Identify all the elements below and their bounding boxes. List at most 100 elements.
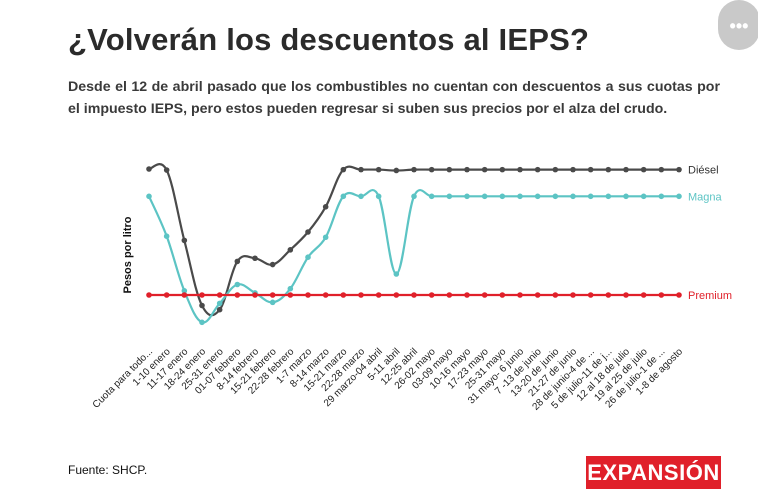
data-point-premium[interactable]	[287, 292, 294, 298]
data-point-premium[interactable]	[605, 292, 612, 298]
data-point-magna[interactable]	[676, 193, 682, 200]
data-point-diesel[interactable]	[658, 166, 665, 173]
data-point-magna[interactable]	[640, 193, 647, 200]
data-point-diesel[interactable]	[534, 166, 541, 173]
data-point-magna[interactable]	[269, 299, 276, 306]
data-point-magna[interactable]	[552, 193, 559, 200]
data-point-diesel[interactable]	[393, 167, 400, 174]
data-point-diesel[interactable]	[252, 255, 258, 262]
data-point-diesel[interactable]	[464, 166, 470, 173]
data-point-diesel[interactable]	[411, 166, 417, 173]
data-point-magna[interactable]	[287, 285, 294, 292]
data-point-magna[interactable]	[393, 271, 400, 277]
data-point-premium[interactable]	[269, 292, 276, 298]
data-point-diesel[interactable]	[305, 229, 311, 235]
data-point-magna[interactable]	[375, 193, 382, 200]
data-point-premium[interactable]	[234, 292, 241, 298]
data-point-diesel[interactable]	[446, 166, 453, 173]
data-point-diesel[interactable]	[428, 166, 435, 173]
data-point-premium[interactable]	[481, 292, 488, 298]
data-point-premium[interactable]	[375, 292, 382, 298]
y-axis-label: Pesos por litro	[122, 216, 134, 293]
data-point-diesel[interactable]	[216, 306, 223, 313]
data-point-magna[interactable]	[534, 193, 541, 200]
data-point-magna[interactable]	[181, 288, 188, 294]
series-label-magna: Magna	[688, 191, 723, 203]
data-point-premium[interactable]	[322, 292, 329, 298]
data-point-diesel[interactable]	[481, 166, 488, 173]
data-point-premium[interactable]	[393, 292, 400, 298]
data-point-magna[interactable]	[234, 281, 241, 288]
data-point-premium[interactable]	[587, 292, 594, 298]
data-point-premium[interactable]	[428, 292, 435, 298]
data-point-diesel[interactable]	[269, 261, 276, 268]
data-point-diesel[interactable]	[640, 166, 647, 173]
data-point-premium[interactable]	[517, 292, 523, 298]
data-point-magna[interactable]	[305, 254, 311, 260]
data-point-premium[interactable]	[640, 292, 647, 298]
data-point-premium[interactable]	[499, 292, 506, 298]
data-point-premium[interactable]	[570, 292, 576, 298]
data-point-magna[interactable]	[587, 193, 594, 200]
data-point-diesel[interactable]	[605, 166, 612, 173]
series-label-premium: Premium	[688, 290, 732, 302]
data-point-diesel[interactable]	[499, 166, 506, 173]
source-note: Fuente: SHCP.	[68, 463, 148, 477]
data-point-premium[interactable]	[216, 292, 223, 298]
data-point-magna[interactable]	[199, 319, 205, 326]
data-point-diesel[interactable]	[340, 166, 347, 173]
data-point-premium[interactable]	[676, 292, 682, 298]
data-point-diesel[interactable]	[358, 166, 364, 173]
data-point-diesel[interactable]	[146, 166, 152, 172]
data-point-magna[interactable]	[481, 193, 488, 200]
data-point-magna[interactable]	[411, 193, 417, 200]
data-point-premium[interactable]	[146, 292, 152, 298]
data-point-magna[interactable]	[358, 193, 364, 200]
data-point-premium[interactable]	[658, 292, 665, 298]
data-point-premium[interactable]	[340, 292, 347, 298]
data-point-diesel[interactable]	[517, 166, 523, 173]
data-point-premium[interactable]	[446, 292, 453, 298]
page-subtitle: Desde el 12 de abril pasado que los comb…	[68, 79, 720, 117]
data-point-magna[interactable]	[570, 193, 576, 200]
data-point-premium[interactable]	[163, 292, 170, 298]
data-point-magna[interactable]	[216, 300, 223, 307]
data-point-diesel[interactable]	[199, 302, 205, 309]
data-point-premium[interactable]	[199, 292, 205, 298]
data-point-diesel[interactable]	[322, 204, 329, 210]
data-point-premium[interactable]	[411, 292, 417, 298]
data-point-magna[interactable]	[517, 193, 523, 200]
data-point-premium[interactable]	[464, 292, 470, 298]
data-point-magna[interactable]	[340, 193, 347, 200]
data-point-diesel[interactable]	[181, 237, 188, 244]
data-point-premium[interactable]	[358, 292, 364, 298]
data-point-premium[interactable]	[623, 292, 629, 298]
data-point-diesel[interactable]	[163, 167, 170, 173]
data-point-magna[interactable]	[428, 193, 435, 200]
data-point-magna[interactable]	[499, 193, 506, 200]
data-point-magna[interactable]	[163, 233, 170, 239]
data-point-magna[interactable]	[623, 193, 629, 200]
data-point-premium[interactable]	[305, 292, 311, 298]
data-point-magna[interactable]	[146, 193, 152, 200]
data-point-diesel[interactable]	[570, 166, 576, 173]
data-point-premium[interactable]	[534, 292, 541, 298]
data-point-diesel[interactable]	[287, 247, 294, 253]
data-point-premium[interactable]	[552, 292, 559, 298]
data-point-diesel[interactable]	[587, 166, 594, 173]
data-point-diesel[interactable]	[375, 166, 382, 173]
data-point-magna[interactable]	[464, 193, 470, 200]
data-point-diesel[interactable]	[623, 166, 629, 173]
data-point-magna[interactable]	[605, 193, 612, 200]
more-options-button[interactable]: •••	[718, 0, 758, 50]
data-point-diesel[interactable]	[552, 166, 559, 173]
page-title: ¿Volverán los descuentos al IEPS?	[68, 22, 590, 57]
data-point-magna[interactable]	[446, 193, 453, 200]
data-point-diesel[interactable]	[234, 258, 241, 265]
more-dots-icon: •••	[729, 16, 749, 36]
data-point-diesel[interactable]	[676, 166, 682, 173]
data-point-premium[interactable]	[252, 292, 258, 298]
data-point-magna[interactable]	[658, 193, 665, 200]
data-point-premium[interactable]	[181, 292, 188, 298]
data-point-magna[interactable]	[322, 234, 329, 241]
